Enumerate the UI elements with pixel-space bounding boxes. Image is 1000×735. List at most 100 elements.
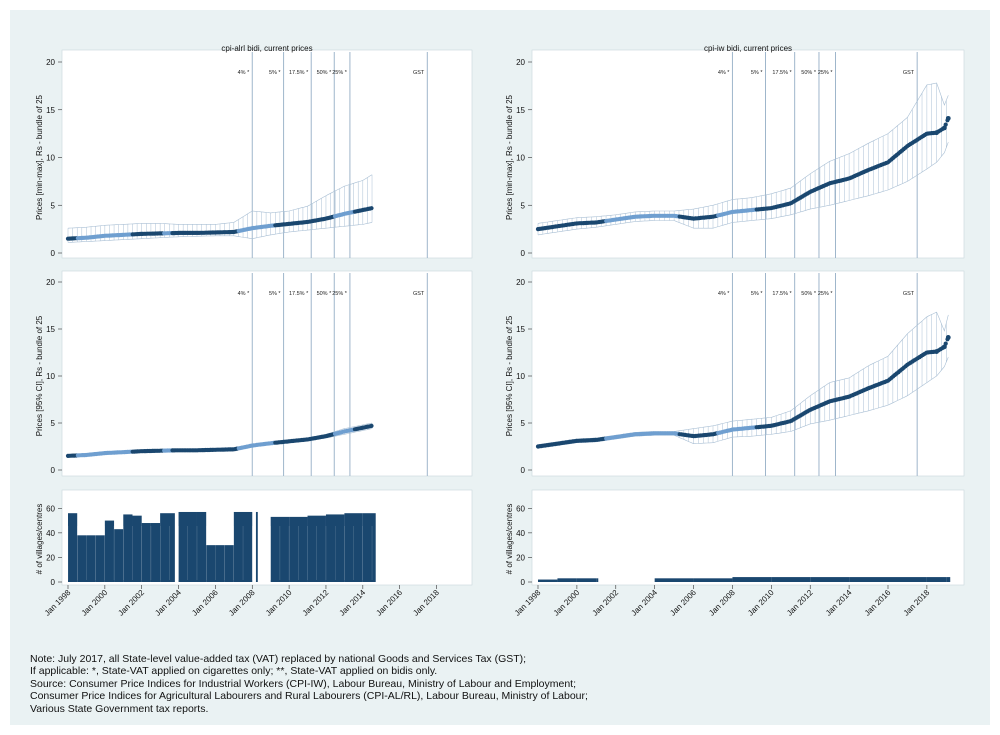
y-tick-label: 15 [516,325,525,334]
x-tick-label: Jan 1998 [513,588,543,618]
y-axis-label: # of villages/centres [35,504,44,575]
y-tick-label: 40 [516,529,525,538]
event-label: 17.5% * [772,291,792,297]
bar [160,513,175,582]
chart-figure: cpi-alrl bidi, current prices 0 5 10 15 20 Pri… [35,44,965,618]
bar [114,529,124,582]
y-tick-label: 0 [521,249,526,258]
bar [557,578,577,582]
plot-area [531,489,965,586]
note-line: Source: Consumer Price Indices for Indus… [30,677,577,690]
x-tick-label: Jan 2004 [629,588,659,618]
chart-panel-right-top: cpi-iw bidi, current prices 0 5 10 15 20 Price… [505,44,965,259]
y-axis-label: Prices [95% CI], Rs - bundle of 25 [35,315,44,436]
bar [141,523,151,582]
y-tick-label: 15 [46,106,55,115]
note-line: If applicable: *, State-VAT applied on c… [30,665,438,678]
x-tick-label: Jan 2000 [552,588,582,618]
x-tick-label: Jan 2014 [338,588,368,618]
note-line: Note: July 2017, all State-level value-a… [30,653,527,665]
bar [95,535,105,582]
plot-area [531,49,965,259]
bar [538,579,558,582]
figure-note: Note: July 2017, all State-level value-a… [30,653,588,715]
y-axis-label: Prices [min-max], Rs - bundle of 25 [505,94,514,219]
bar [132,515,142,582]
x-tick-label: Jan 1998 [43,588,73,618]
event-label: 50% * [317,70,333,76]
bar [888,577,927,582]
x-tick-label: Jan 2002 [591,588,621,618]
y-tick-label: 10 [46,372,55,381]
x-tick-label: Jan 2008 [707,588,737,618]
y-tick-label: 20 [46,58,55,67]
x-tick-label: Jan 2010 [746,588,776,618]
y-tick-label: 20 [516,58,525,67]
event-label: 4% * [238,70,250,76]
figure-background: cpi-alrl bidi, current prices 0 5 10 15 20 Pri… [10,10,990,725]
event-label: 17.5% * [289,70,309,76]
y-tick-label: 0 [51,578,56,587]
x-tick-label: Jan 2016 [374,588,404,618]
bar [926,577,947,582]
y-tick-label: 5 [51,419,56,428]
chart-panel-right-bottom: 0 20 40 60# of villages/centres Jan 1998 Jan … [505,489,965,618]
data-point [941,344,947,350]
x-tick-label: Jan 2004 [153,588,183,618]
data-point [934,349,940,354]
y-tick-label: 15 [46,325,55,334]
event-label: 50% * [801,291,817,297]
data-point [369,206,374,211]
panel-title: cpi-alrl bidi, current prices [221,44,312,53]
event-label: 25% * [332,70,348,76]
x-tick-label: Jan 2000 [80,588,110,618]
event-label: 4% * [718,70,730,76]
x-tick-label: Jan 2006 [190,588,220,618]
event-label: 5% * [751,70,763,76]
y-tick-label: 20 [516,278,525,287]
y-tick-label: 10 [516,154,525,163]
x-tick-label: Jan 2012 [301,588,331,618]
chart-panel-right-middle: 0 5 10 15 20 Prices [95% CI], Rs - bundle of … [505,270,965,477]
bar [596,578,599,582]
event-label: 50% * [317,291,333,297]
event-label: 5% * [269,70,281,76]
event-label: 5% * [269,291,281,297]
x-tick-label: Jan 2008 [227,588,257,618]
bar [849,577,888,582]
bar [810,577,850,582]
event-label: GST [903,291,915,297]
event-label: GST [413,291,425,297]
bar [224,545,234,582]
bar [654,578,694,582]
x-tick-label: Jan 2012 [785,588,815,618]
x-tick-label: Jan 2018 [411,588,441,618]
y-tick-label: 10 [516,372,525,381]
event-label: 5% * [751,291,763,297]
y-tick-label: 10 [46,154,55,163]
y-tick-label: 0 [521,466,526,475]
y-tick-label: 5 [521,201,526,210]
chart-panel-left-middle: 0 5 10 15 20 Prices [95% CI], Rs - bundle of … [35,270,473,477]
event-label: 4% * [238,291,250,297]
y-tick-label: 60 [46,504,55,513]
data-point [369,423,374,428]
y-tick-label: 20 [516,553,525,562]
plot-area [61,49,473,259]
y-tick-label: 40 [46,529,55,538]
bar [362,513,376,582]
y-tick-label: 0 [51,466,56,475]
event-label: GST [413,70,425,76]
note-line: Various State Government tax reports. [30,702,209,715]
bar [104,520,115,582]
y-tick-label: 0 [51,249,56,258]
event-label: 50% * [801,70,817,76]
bar [576,578,597,582]
bar [732,577,772,582]
y-tick-label: 0 [521,578,526,587]
y-axis-label: Prices [95% CI], Rs - bundle of 25 [505,315,514,436]
event-label: 17.5% * [289,291,309,297]
bar [946,577,951,582]
event-label: 4% * [718,291,730,297]
